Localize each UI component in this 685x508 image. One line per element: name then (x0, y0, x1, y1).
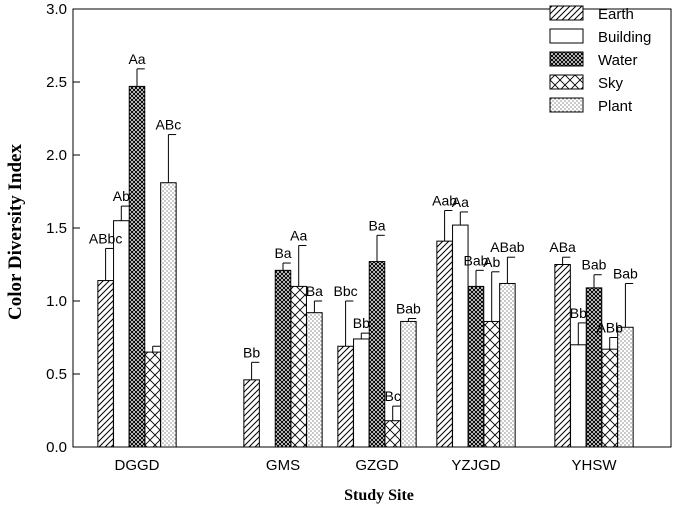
significance-label: Bab (464, 252, 489, 268)
legend-swatch-water (549, 51, 584, 67)
significance-label: Bb (243, 344, 260, 360)
significance-label: Ba (274, 245, 291, 261)
bar-sky (483, 320, 500, 448)
legend-swatch-plant (549, 97, 584, 113)
bar-water (368, 261, 386, 448)
significance-label: ABb (596, 320, 623, 336)
significance-label: ABbc (89, 230, 122, 246)
bar-plant (617, 326, 634, 448)
bar-water (128, 85, 146, 448)
y-tick-label: 2.0 (46, 147, 67, 164)
bar-earth (554, 264, 571, 448)
significance-label: Bc (385, 388, 401, 404)
legend-label-earth: Earth (598, 6, 634, 23)
x-tick-label: YZJGD (451, 457, 500, 474)
significance-label: Bab (396, 301, 421, 317)
significance-label: Bbc (334, 283, 358, 299)
bar-earth (337, 345, 354, 448)
bar-earth (97, 280, 114, 448)
bar-sky (290, 285, 307, 448)
legend-swatch-building (549, 28, 584, 44)
y-tick-label: 2.5 (46, 74, 67, 91)
bar-sky (144, 351, 161, 448)
bar-plant (400, 320, 417, 448)
legend-label-building: Building (598, 29, 651, 46)
significance-label: Bab (613, 265, 638, 281)
significance-label: Aa (290, 228, 307, 244)
x-axis: DGGD GMS GZGD YZJGD YHSW (115, 440, 618, 474)
significance-label: Bb (570, 305, 587, 321)
x-tick-label: GZGD (355, 457, 398, 474)
x-tick-label: DGGD (115, 457, 160, 474)
significance-label: Ba (368, 217, 385, 233)
x-axis-title: Study Site (344, 487, 414, 504)
significance-label: Aa (128, 51, 145, 67)
y-axis: 0.0 0.5 1.0 1.5 2.0 2.5 3.0 (46, 1, 80, 456)
significance-label: Aa (452, 194, 469, 210)
legend-label-water: Water (598, 52, 637, 69)
bars (97, 85, 634, 448)
legend-label-sky: Sky (598, 75, 624, 92)
significance-label: ABab (490, 239, 524, 255)
bar-water (467, 285, 485, 448)
legend-swatch-earth (549, 5, 584, 21)
error-bars (105, 68, 634, 421)
y-tick-label: 3.0 (46, 1, 67, 18)
bar-plant (306, 312, 323, 448)
bar-building (570, 344, 587, 448)
significance-label: Bb (353, 315, 370, 331)
y-tick-label: 0.0 (46, 439, 67, 456)
significance-label: Ba (306, 283, 323, 299)
significance-label: ABa (549, 239, 576, 255)
y-axis-title: Color Diversity Index (5, 144, 26, 320)
y-tick-label: 1.5 (46, 220, 67, 237)
legend-swatch-sky (549, 74, 584, 90)
bar-sky (601, 348, 618, 448)
x-tick-label: YHSW (572, 457, 618, 474)
bar-building (113, 220, 130, 448)
significance-label: Ab (483, 254, 500, 270)
y-tick-label: 0.5 (46, 366, 67, 383)
bar-water (274, 269, 292, 448)
legend-label-plant: Plant (598, 98, 633, 115)
bar-earth (243, 379, 260, 448)
bar-water (585, 287, 603, 448)
bar-earth (436, 240, 453, 448)
significance-label: Aab (432, 192, 457, 208)
significance-label: Bab (582, 257, 607, 273)
significance-label: Ab (113, 188, 130, 204)
bar-building (353, 338, 370, 448)
bar-plant (160, 182, 177, 448)
y-tick-label: 1.0 (46, 293, 67, 310)
bar-plant (499, 282, 516, 448)
legend: Earth Building Water Sky Plant (549, 5, 651, 115)
significance-label: ABc (156, 117, 182, 133)
x-tick-label: GMS (266, 457, 300, 474)
bar-sky (384, 420, 401, 448)
